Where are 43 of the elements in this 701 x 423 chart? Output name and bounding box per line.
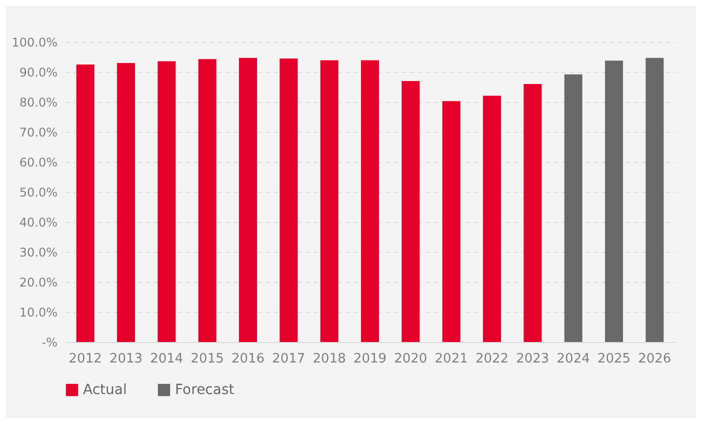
x-tick-label: 2022	[475, 352, 509, 366]
legend-label: Forecast	[175, 382, 235, 398]
y-tick-label: -%	[42, 336, 58, 350]
x-tick-label: 2023	[516, 352, 550, 366]
y-tick-label: 10.0%	[19, 306, 58, 320]
bar	[361, 60, 379, 342]
y-tick-label: 90.0%	[19, 66, 58, 80]
bar	[239, 58, 257, 342]
legend-label: Actual	[83, 382, 127, 398]
y-tick-label: 80.0%	[19, 96, 58, 110]
y-tick-label: 20.0%	[19, 276, 58, 290]
x-tick-label: 2015	[190, 352, 224, 366]
bar	[483, 96, 501, 342]
x-tick-label: 2019	[353, 352, 387, 366]
bar	[402, 81, 420, 342]
bar	[320, 60, 338, 342]
x-tick-label: 2012	[68, 352, 102, 366]
bar	[564, 74, 582, 342]
x-tick-label: 2024	[556, 352, 590, 366]
bar	[158, 61, 176, 342]
bar	[76, 64, 94, 342]
x-tick-label: 2016	[231, 352, 265, 366]
x-tick-label: 2021	[434, 352, 468, 366]
bar	[117, 63, 135, 342]
x-tick-label: 2018	[312, 352, 346, 366]
x-tick-label: 2026	[638, 352, 672, 366]
y-tick-label: 60.0%	[19, 156, 58, 170]
bar	[524, 84, 542, 342]
bar	[442, 101, 460, 342]
y-tick-label: 50.0%	[19, 186, 58, 200]
x-tick-label: 2013	[109, 352, 143, 366]
bar	[646, 58, 664, 342]
bar	[605, 60, 623, 342]
x-tick-label: 2017	[272, 352, 306, 366]
x-tick-label: 2014	[150, 352, 184, 366]
y-tick-label: 100.0%	[12, 36, 58, 50]
y-tick-label: 70.0%	[19, 126, 58, 140]
y-tick-label: 30.0%	[19, 246, 58, 260]
x-tick-label: 2020	[394, 352, 428, 366]
bar	[198, 59, 216, 342]
bar	[280, 58, 298, 342]
x-tick-label: 2025	[597, 352, 631, 366]
y-tick-label: 40.0%	[19, 216, 58, 230]
